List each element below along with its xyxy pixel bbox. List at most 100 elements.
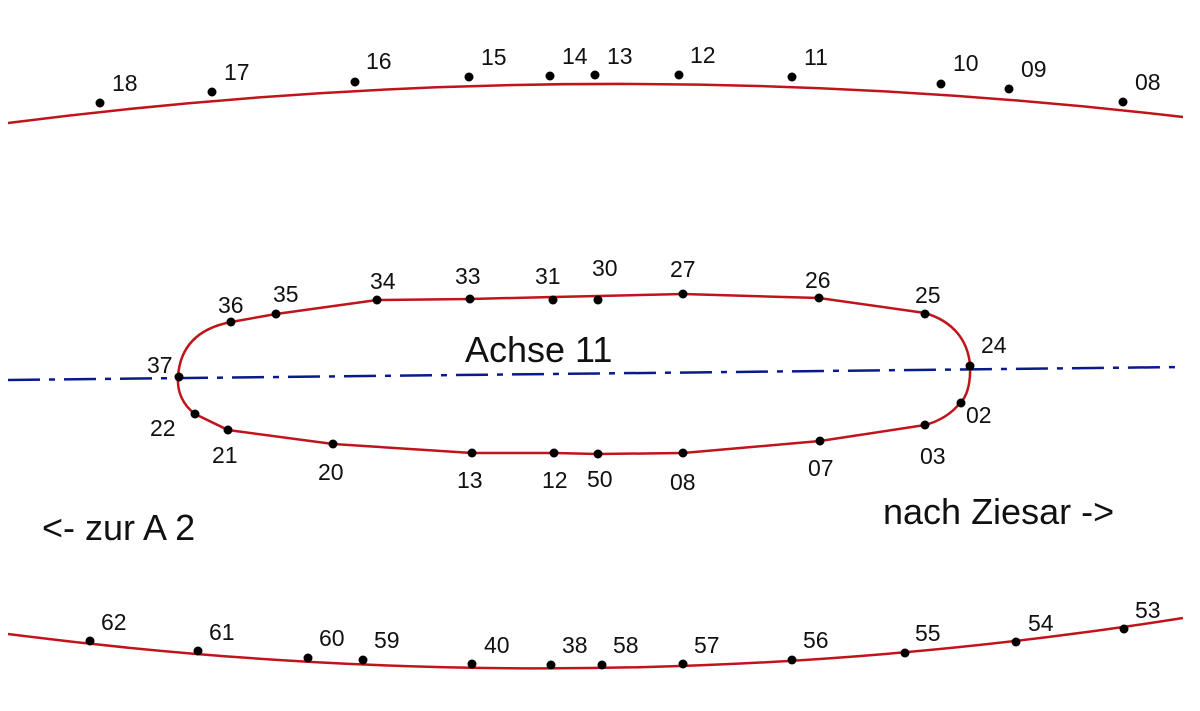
point-label: 17 (224, 59, 250, 85)
survey-point (303, 653, 313, 663)
survey-point (920, 309, 930, 319)
survey-point (678, 659, 688, 669)
survey-point (190, 409, 200, 419)
point-label: 13 (607, 43, 633, 69)
survey-point (372, 295, 382, 305)
point-label: 25 (915, 282, 941, 308)
point-label: 02 (966, 402, 992, 428)
survey-point (95, 98, 105, 108)
survey-point (920, 420, 930, 430)
survey-point (900, 648, 910, 658)
point-label: 59 (374, 627, 400, 653)
point-label: 53 (1135, 597, 1161, 623)
survey-point (815, 436, 825, 446)
survey-point (226, 317, 236, 327)
point-label: 61 (209, 619, 235, 645)
point-label: 14 (562, 43, 588, 69)
survey-point (593, 449, 603, 459)
survey-point (350, 77, 360, 87)
survey-point (814, 293, 824, 303)
survey-point (678, 289, 688, 299)
survey-point (965, 361, 975, 371)
point-label: 50 (587, 466, 613, 492)
point-label: 36 (218, 292, 244, 318)
top-road-edge-curve (7, 82, 1184, 125)
loop-end-points: 37 24 (147, 332, 1007, 382)
survey-point (787, 72, 797, 82)
point-label: 13 (457, 467, 483, 493)
point-label: 20 (318, 459, 344, 485)
point-label: 56 (803, 627, 829, 653)
survey-point (271, 309, 281, 319)
survey-point (1011, 637, 1021, 647)
point-label: 35 (273, 281, 299, 307)
point-label: 15 (481, 44, 507, 70)
survey-point (464, 72, 474, 82)
point-label: 12 (542, 467, 568, 493)
survey-point (1004, 84, 1014, 94)
survey-point (956, 398, 966, 408)
point-label: 54 (1028, 610, 1054, 636)
point-label: 38 (562, 632, 588, 658)
point-label: 12 (690, 42, 716, 68)
point-label: 10 (953, 50, 979, 76)
direction-right-label: nach Ziesar -> (883, 491, 1114, 532)
point-label: 18 (112, 70, 138, 96)
point-label: 03 (920, 443, 946, 469)
point-label: 62 (101, 609, 127, 635)
point-label: 11 (804, 44, 828, 70)
survey-point (223, 425, 233, 435)
survey-point (545, 71, 555, 81)
point-label: 30 (592, 255, 618, 281)
survey-point (174, 372, 184, 382)
point-label: 26 (805, 267, 831, 293)
survey-point (328, 439, 338, 449)
loop-top-points: 36 35 34 33 31 30 27 26 25 (218, 255, 941, 327)
survey-point (193, 646, 203, 656)
survey-point (674, 70, 684, 80)
point-label: 37 (147, 352, 173, 378)
survey-point (787, 655, 797, 665)
survey-point (1118, 97, 1128, 107)
axis-label: Achse 11 (465, 329, 612, 370)
point-label: 40 (484, 632, 510, 658)
survey-point (548, 295, 558, 305)
survey-point (85, 636, 95, 646)
top-curve-points: 18 17 16 15 14 13 12 11 10 09 08 (95, 42, 1161, 108)
survey-point (546, 660, 556, 670)
axis-11-centerline (7, 365, 1184, 382)
bottom-curve-points: 62 61 60 59 40 38 58 57 56 55 54 53 (85, 597, 1161, 670)
point-label: 33 (455, 263, 481, 289)
point-label: 08 (670, 469, 696, 495)
survey-point (358, 655, 368, 665)
point-label: 58 (613, 632, 639, 658)
survey-point (467, 448, 477, 458)
point-label: 21 (212, 442, 238, 468)
loop-bottom-points: 22 21 20 13 12 50 08 07 03 02 (150, 398, 992, 495)
point-label: 07 (808, 455, 834, 481)
point-label: 16 (366, 48, 392, 74)
survey-point (597, 660, 607, 670)
point-label: 22 (150, 415, 176, 441)
point-label: 24 (981, 332, 1007, 358)
survey-point (678, 448, 688, 458)
point-label: 08 (1135, 69, 1161, 95)
point-label: 34 (370, 268, 396, 294)
survey-point (593, 295, 603, 305)
bottom-road-edge-curve (7, 616, 1184, 670)
survey-point (467, 659, 477, 669)
survey-point (549, 448, 559, 458)
point-label: 09 (1021, 56, 1047, 82)
direction-left-label: <- zur A 2 (42, 507, 195, 548)
survey-point (1119, 624, 1129, 634)
point-label: 60 (319, 625, 345, 651)
survey-point (590, 70, 600, 80)
point-label: 27 (670, 256, 696, 282)
survey-point (465, 294, 475, 304)
survey-point (207, 87, 217, 97)
point-label: 57 (694, 632, 720, 658)
survey-point (936, 79, 946, 89)
point-label: 31 (535, 263, 561, 289)
